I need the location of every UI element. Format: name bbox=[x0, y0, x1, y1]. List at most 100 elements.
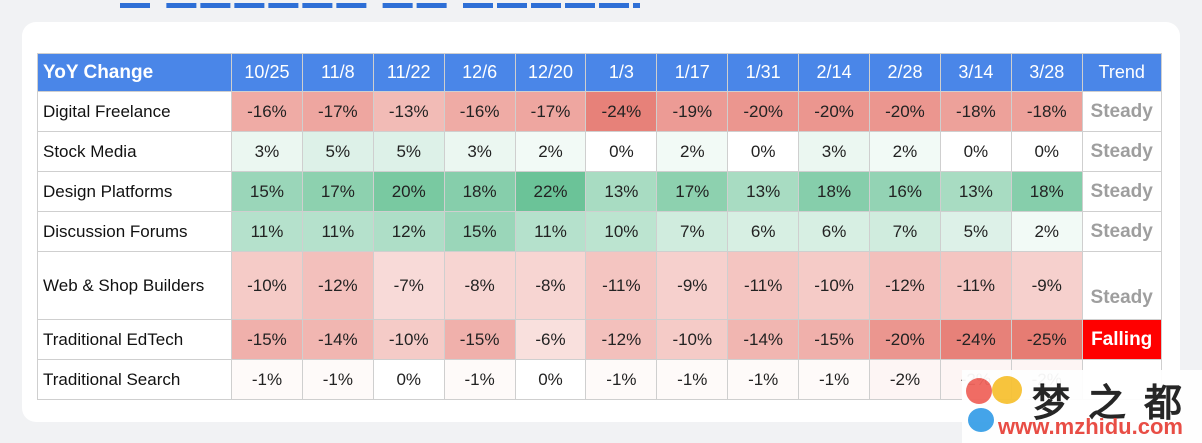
heat-cell: -13% bbox=[372, 91, 445, 132]
row-label: Traditional Search bbox=[37, 359, 232, 400]
heat-cell: 18% bbox=[443, 171, 516, 212]
heat-cell: 6% bbox=[727, 211, 800, 252]
row-label: Digital Freelance bbox=[37, 91, 232, 132]
column-header-date: 1/17 bbox=[656, 53, 729, 92]
heat-cell: 0% bbox=[939, 131, 1012, 172]
heat-cell: 13% bbox=[727, 171, 800, 212]
heat-cell: -14% bbox=[727, 319, 800, 360]
heat-cell: -12% bbox=[585, 319, 658, 360]
heat-cell: 2% bbox=[869, 131, 941, 172]
heat-cell: -10% bbox=[656, 319, 729, 360]
column-header-date: 11/8 bbox=[301, 53, 374, 92]
heat-cell: -11% bbox=[727, 251, 800, 320]
heat-cell: -15% bbox=[798, 319, 871, 360]
heat-cell: -7% bbox=[372, 251, 445, 320]
heat-cell: 0% bbox=[727, 131, 800, 172]
heat-cell: -24% bbox=[939, 319, 1012, 360]
heat-cell: 6% bbox=[798, 211, 871, 252]
heat-cell: 17% bbox=[301, 171, 374, 212]
heat-cell: 11% bbox=[231, 211, 303, 252]
row-label: Traditional EdTech bbox=[37, 319, 232, 360]
heat-cell: -9% bbox=[1010, 251, 1083, 320]
drop-bubble-icon bbox=[968, 408, 994, 432]
heat-cell: -1% bbox=[301, 359, 374, 400]
column-header-date: 10/25 bbox=[231, 53, 303, 92]
heat-cell: -17% bbox=[514, 91, 587, 132]
watermark-chinese-text: 梦之都 bbox=[1032, 381, 1201, 425]
heat-cell: -1% bbox=[656, 359, 729, 400]
table-row: Web & Shop Builders -10% -12% -7% -8% -8% -11%… bbox=[37, 251, 1162, 320]
heat-cell: 11% bbox=[301, 211, 374, 252]
trend-cell: Steady bbox=[1081, 211, 1162, 252]
heat-cell: -1% bbox=[798, 359, 871, 400]
column-header-date: 1/3 bbox=[585, 53, 658, 92]
heat-cell: -2% bbox=[869, 359, 941, 400]
heat-cell: 0% bbox=[1010, 131, 1083, 172]
chat-bubble-icon bbox=[966, 378, 992, 404]
heat-cell: 18% bbox=[798, 171, 871, 212]
heat-cell: -1% bbox=[443, 359, 516, 400]
heat-cell: 18% bbox=[1010, 171, 1083, 212]
heat-cell: -18% bbox=[1010, 91, 1083, 132]
column-header-trend: Trend bbox=[1081, 53, 1162, 92]
heat-cell: -18% bbox=[939, 91, 1012, 132]
heat-cell: -16% bbox=[443, 91, 516, 132]
heat-cell: 17% bbox=[656, 171, 729, 212]
table-row: Discussion Forums 11% 11% 12% 15% 11% 10% 7% 6% 6… bbox=[37, 211, 1162, 252]
heat-cell: 0% bbox=[514, 359, 587, 400]
column-header-date: 2/28 bbox=[869, 53, 941, 92]
heat-cell: -8% bbox=[443, 251, 516, 320]
heat-cell: -19% bbox=[656, 91, 729, 132]
heat-cell: -15% bbox=[231, 319, 303, 360]
column-header-date: 2/14 bbox=[798, 53, 871, 92]
trend-cell: Steady bbox=[1081, 91, 1162, 132]
table-row: Design Platforms 15% 17% 20% 18% 22% 13% 17% 13%… bbox=[37, 171, 1162, 212]
column-header-date: 12/6 bbox=[443, 53, 516, 92]
heat-cell: -8% bbox=[514, 251, 587, 320]
watermark-url: www.mzhidu.com bbox=[998, 414, 1183, 439]
heat-cell: 13% bbox=[939, 171, 1012, 212]
heat-cell: -15% bbox=[443, 319, 516, 360]
heat-cell: -20% bbox=[869, 319, 941, 360]
heat-cell: -11% bbox=[585, 251, 658, 320]
heat-cell: 20% bbox=[372, 171, 445, 212]
heat-cell: 13% bbox=[585, 171, 658, 212]
table-row: Traditional EdTech -15% -14% -10% -15% -6% -12… bbox=[37, 319, 1162, 360]
heat-cell: 3% bbox=[798, 131, 871, 172]
heat-cell: 10% bbox=[585, 211, 658, 252]
column-header-date: 11/22 bbox=[372, 53, 445, 92]
column-header-date: 3/14 bbox=[939, 53, 1012, 92]
heat-cell: -10% bbox=[798, 251, 871, 320]
heat-cell: 7% bbox=[869, 211, 941, 252]
heat-cell: -10% bbox=[372, 319, 445, 360]
heat-cell: 5% bbox=[372, 131, 445, 172]
trend-cell: Falling bbox=[1081, 319, 1162, 360]
column-header-date: 12/20 bbox=[514, 53, 587, 92]
smile-bubble-icon bbox=[992, 376, 1022, 404]
heat-cell: 3% bbox=[443, 131, 516, 172]
row-label: Design Platforms bbox=[37, 171, 232, 212]
heat-cell: 7% bbox=[656, 211, 729, 252]
column-header-date: 1/31 bbox=[727, 53, 800, 92]
heat-cell: 16% bbox=[869, 171, 941, 212]
heat-cell: 15% bbox=[231, 171, 303, 212]
heat-cell: 12% bbox=[372, 211, 445, 252]
trend-cell: Steady bbox=[1081, 171, 1162, 212]
cropped-title-fragment: ▬ ▬▬▬▬▬▬ ▬▬ ▬▬▬▬▬▬ bbox=[120, 0, 640, 8]
heat-cell: -14% bbox=[301, 319, 374, 360]
heat-cell: 0% bbox=[372, 359, 445, 400]
yoy-heatmap-table: YoY Change 10/25 11/8 11/22 12/6 12/20 1/3 1/1… bbox=[37, 53, 1162, 400]
heat-cell: 5% bbox=[301, 131, 374, 172]
header-label: YoY Change bbox=[37, 53, 232, 92]
heat-cell: -20% bbox=[798, 91, 871, 132]
heat-cell: 3% bbox=[231, 131, 303, 172]
heat-cell: 15% bbox=[443, 211, 516, 252]
heat-cell: -17% bbox=[301, 91, 374, 132]
row-label: Web & Shop Builders bbox=[37, 251, 232, 320]
heat-cell: -12% bbox=[301, 251, 374, 320]
heat-cell: -24% bbox=[585, 91, 658, 132]
row-label: Discussion Forums bbox=[37, 211, 232, 252]
row-label: Stock Media bbox=[37, 131, 232, 172]
table-row: Stock Media 3% 5% 5% 3% 2% 0% 2% 0% 3% 2% 0% 0% Stead… bbox=[37, 131, 1162, 172]
heat-cell: -6% bbox=[514, 319, 587, 360]
